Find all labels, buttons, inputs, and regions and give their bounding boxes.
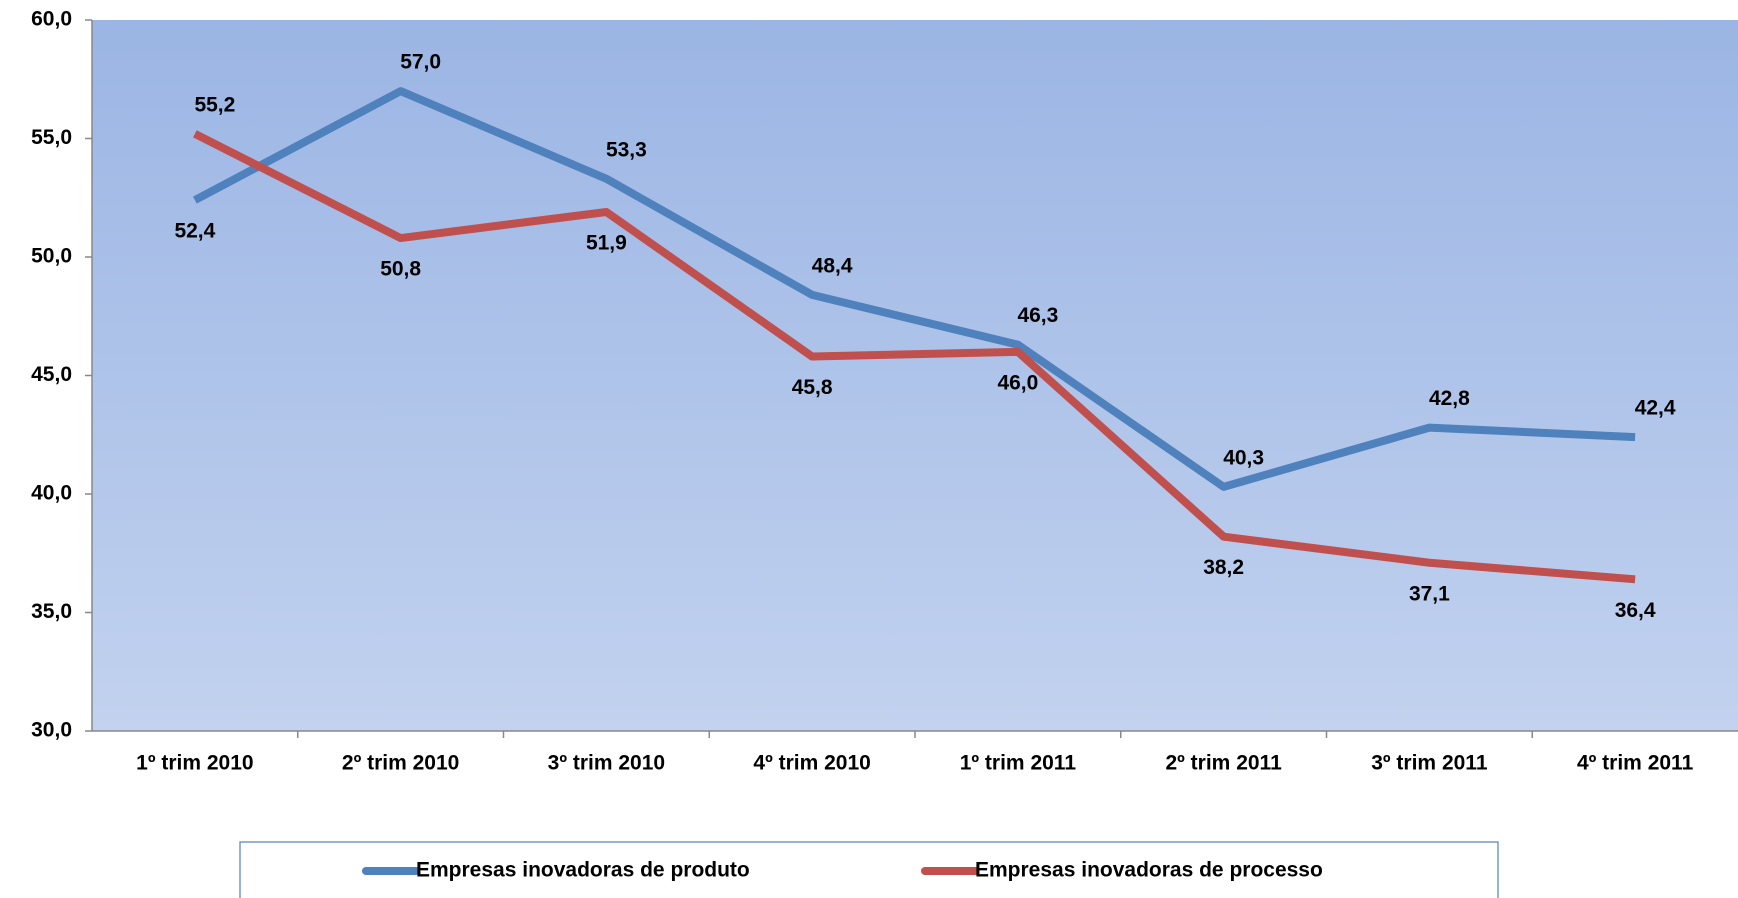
y-tick-label: 40,0	[31, 482, 72, 505]
data-label: 37,1	[1409, 582, 1450, 605]
data-label: 45,8	[792, 376, 833, 399]
data-label: 42,4	[1635, 397, 1676, 420]
data-label: 48,4	[812, 254, 853, 277]
y-tick-label: 35,0	[31, 600, 72, 623]
data-label: 50,8	[380, 258, 421, 281]
data-label: 40,3	[1223, 446, 1264, 469]
plot-area	[92, 20, 1738, 731]
data-label: 51,9	[586, 232, 627, 255]
x-tick-label: 4º trim 2010	[753, 752, 870, 775]
x-tick-label: 3º trim 2010	[548, 752, 665, 775]
series-line	[193, 130, 1636, 584]
x-tick-label: 2º trim 2011	[1166, 752, 1283, 775]
legend-label: Empresas inovadoras de produto	[416, 859, 750, 882]
x-tick-label: 2º trim 2010	[342, 752, 459, 775]
y-tick-label: 45,0	[31, 363, 72, 386]
data-label: 46,0	[997, 371, 1038, 394]
y-tick-label: 60,0	[31, 8, 72, 31]
y-tick-label: 55,0	[31, 126, 72, 149]
x-tick-label: 1º trim 2010	[136, 752, 253, 775]
data-label: 38,2	[1203, 556, 1244, 579]
data-label: 55,2	[194, 93, 235, 116]
data-label: 52,4	[174, 220, 215, 243]
data-label: 46,3	[1017, 304, 1058, 327]
x-tick-label: 4º trim 2011	[1577, 752, 1694, 775]
legend	[239, 841, 1499, 898]
data-label: 36,4	[1615, 599, 1656, 622]
x-tick-label: 1º trim 2011	[960, 752, 1077, 775]
data-label: 42,8	[1429, 387, 1470, 410]
series-line	[193, 87, 1636, 491]
data-label: 57,0	[400, 51, 441, 74]
y-tick-label: 30,0	[31, 719, 72, 742]
y-tick-label: 50,0	[31, 245, 72, 268]
legend-label: Empresas inovadoras de processo	[975, 859, 1323, 882]
x-tick-label: 3º trim 2011	[1371, 752, 1488, 775]
data-label: 53,3	[606, 138, 647, 161]
